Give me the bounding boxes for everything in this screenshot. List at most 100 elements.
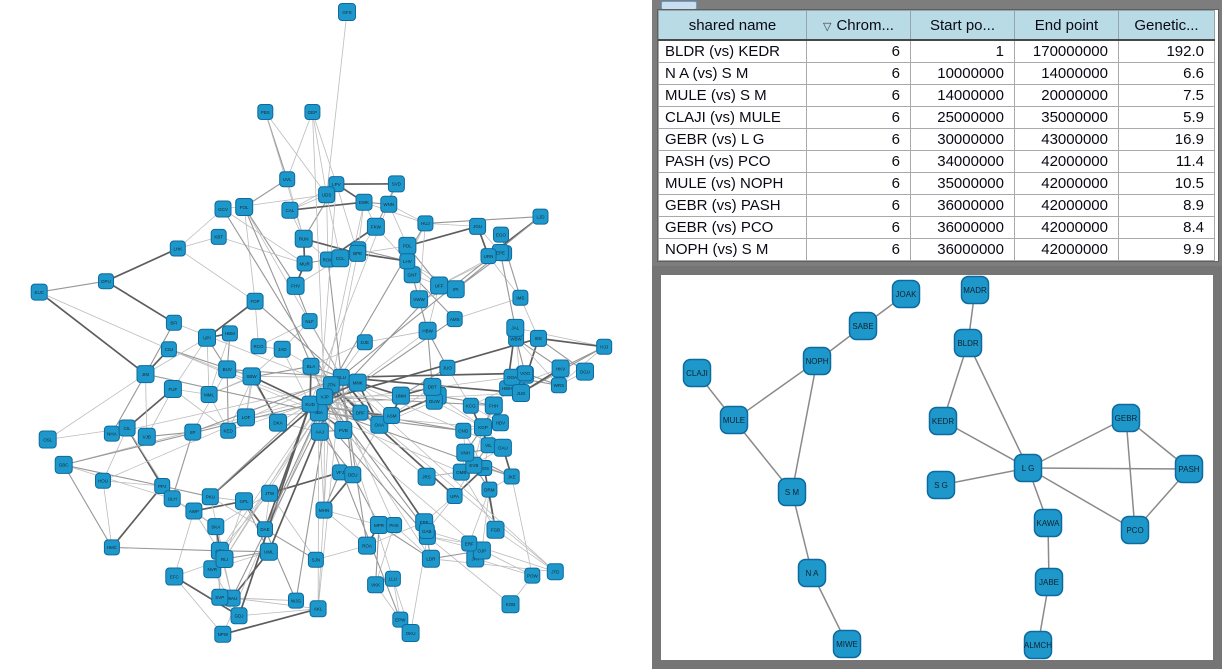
network-edge[interactable] [145, 374, 148, 437]
node-shape[interactable] [163, 490, 181, 508]
node-shape[interactable] [230, 607, 248, 625]
edge-s-g-l-g[interactable] [940, 467, 1029, 486]
network-edge[interactable] [331, 384, 556, 573]
network-node[interactable]: ROA [358, 536, 376, 555]
node-shape[interactable] [344, 466, 362, 484]
node-shape[interactable] [301, 395, 319, 413]
network-node[interactable]: BPE [349, 244, 367, 262]
edge-l-g-gebr[interactable] [1027, 417, 1127, 469]
column-header-genetic-[interactable]: Genetic... [1118, 10, 1215, 41]
network-node[interactable]: ERF [461, 535, 478, 552]
network-node[interactable]: HKV [551, 359, 570, 378]
network-node[interactable]: JAL [506, 318, 525, 337]
network-edge[interactable] [111, 546, 220, 552]
node-claji[interactable]: CLAJI [682, 358, 712, 388]
table-cell[interactable]: MULE (vs) NOPH [658, 172, 807, 195]
node-s-g[interactable]: S G [926, 470, 956, 500]
node-shape[interactable] [380, 195, 398, 213]
network-node[interactable]: KBT [210, 228, 227, 245]
column-header-end-point[interactable]: End point [1014, 10, 1119, 41]
node-shape[interactable] [524, 567, 541, 584]
network-edge[interactable] [177, 248, 256, 302]
node-shape[interactable] [242, 367, 261, 386]
node-shape[interactable] [480, 437, 497, 454]
edge-noph-mule[interactable] [733, 360, 818, 421]
network-node[interactable]: OAU [493, 438, 512, 457]
network-node[interactable]: RUN [294, 229, 313, 248]
node-shape[interactable] [165, 314, 182, 331]
node-shape[interactable] [331, 249, 350, 268]
network-node[interactable]: JUG [512, 384, 530, 402]
network-edge[interactable] [318, 184, 337, 413]
network-node[interactable]: HBW [418, 321, 437, 340]
node-shape[interactable] [392, 611, 409, 628]
node-shape[interactable] [95, 472, 111, 489]
node-shape[interactable] [358, 536, 376, 555]
node-shape[interactable] [137, 427, 156, 446]
network-node[interactable]: GCV [214, 200, 232, 218]
network-edge[interactable] [243, 206, 297, 287]
network-node[interactable]: KCG [462, 397, 479, 414]
network-edge[interactable] [219, 396, 325, 552]
network-edge[interactable] [286, 111, 313, 180]
node-shape[interactable] [281, 201, 299, 219]
node-s-m[interactable]: S M [777, 477, 807, 507]
node-shape[interactable] [296, 255, 313, 272]
node-shape[interactable] [848, 311, 878, 341]
node-shape[interactable] [446, 311, 463, 328]
column-header-start-po-[interactable]: Start po... [910, 10, 1015, 41]
table-cell[interactable]: 10.5 [1118, 172, 1215, 195]
network-edge[interactable] [309, 183, 397, 405]
table-cell[interactable]: 42000000 [1014, 216, 1119, 239]
node-shape[interactable] [777, 477, 807, 507]
network-node[interactable]: DEU [344, 466, 362, 484]
node-shape[interactable] [334, 421, 353, 439]
network-node[interactable]: ULH [163, 490, 181, 508]
node-shape[interactable] [1023, 630, 1053, 660]
network-node[interactable]: VWW [410, 290, 429, 309]
network-node[interactable]: JIM [136, 365, 155, 384]
node-shape[interactable] [501, 595, 520, 614]
network-edge[interactable] [227, 376, 254, 431]
node-shape[interactable] [367, 576, 385, 594]
network-node[interactable]: OKU [401, 624, 420, 642]
network-edge[interactable] [310, 341, 365, 367]
network-edge[interactable] [145, 337, 208, 375]
table-cell[interactable]: 9.9 [1118, 238, 1215, 261]
node-shape[interactable] [370, 516, 388, 534]
node-shape[interactable] [551, 359, 570, 378]
network-edge[interactable] [468, 489, 490, 544]
network-node[interactable]: FUF [163, 380, 182, 398]
table-cell[interactable]: 25000000 [910, 106, 1015, 129]
node-shape[interactable] [207, 518, 225, 536]
main-network-view[interactable]: ROM LPV LJD BFI NHA HUJ FOP VJB FKW IEE NLF HKV WAU F… [0, 0, 652, 669]
node-bldr[interactable]: BLDR [953, 328, 983, 358]
network-node[interactable]: LLU [384, 570, 401, 587]
network-node[interactable]: MNK [348, 373, 367, 392]
network-node[interactable]: HOU [95, 472, 111, 489]
table-row[interactable]: GEBR (vs) PCO 6 36000000 42000000 8.4 [658, 216, 1215, 239]
network-edge[interactable] [47, 373, 146, 440]
network-edge[interactable] [407, 225, 478, 247]
node-shape[interactable] [211, 588, 229, 606]
network-node[interactable]: AKL [309, 600, 327, 618]
network-edge[interactable] [495, 529, 556, 573]
network-edge[interactable] [171, 431, 194, 499]
node-shape[interactable] [316, 388, 334, 406]
network-node[interactable]: UPA [446, 488, 463, 504]
node-noph[interactable]: NOPH [802, 346, 832, 376]
node-shape[interactable] [439, 359, 456, 376]
network-node[interactable]: FHH [484, 396, 503, 415]
node-joak[interactable]: JOAK [891, 279, 921, 309]
table-cell[interactable]: 14000000 [1014, 62, 1119, 85]
node-shape[interactable] [512, 289, 529, 306]
node-shape[interactable] [576, 362, 594, 381]
node-shape[interactable] [103, 425, 120, 442]
node-shape[interactable] [38, 430, 57, 449]
network-node[interactable]: GFS [338, 3, 356, 21]
node-shape[interactable] [235, 198, 254, 216]
node-shape[interactable] [338, 3, 356, 21]
node-shape[interactable] [235, 492, 253, 511]
node-shape[interactable] [719, 405, 749, 435]
network-edge[interactable] [425, 223, 478, 227]
